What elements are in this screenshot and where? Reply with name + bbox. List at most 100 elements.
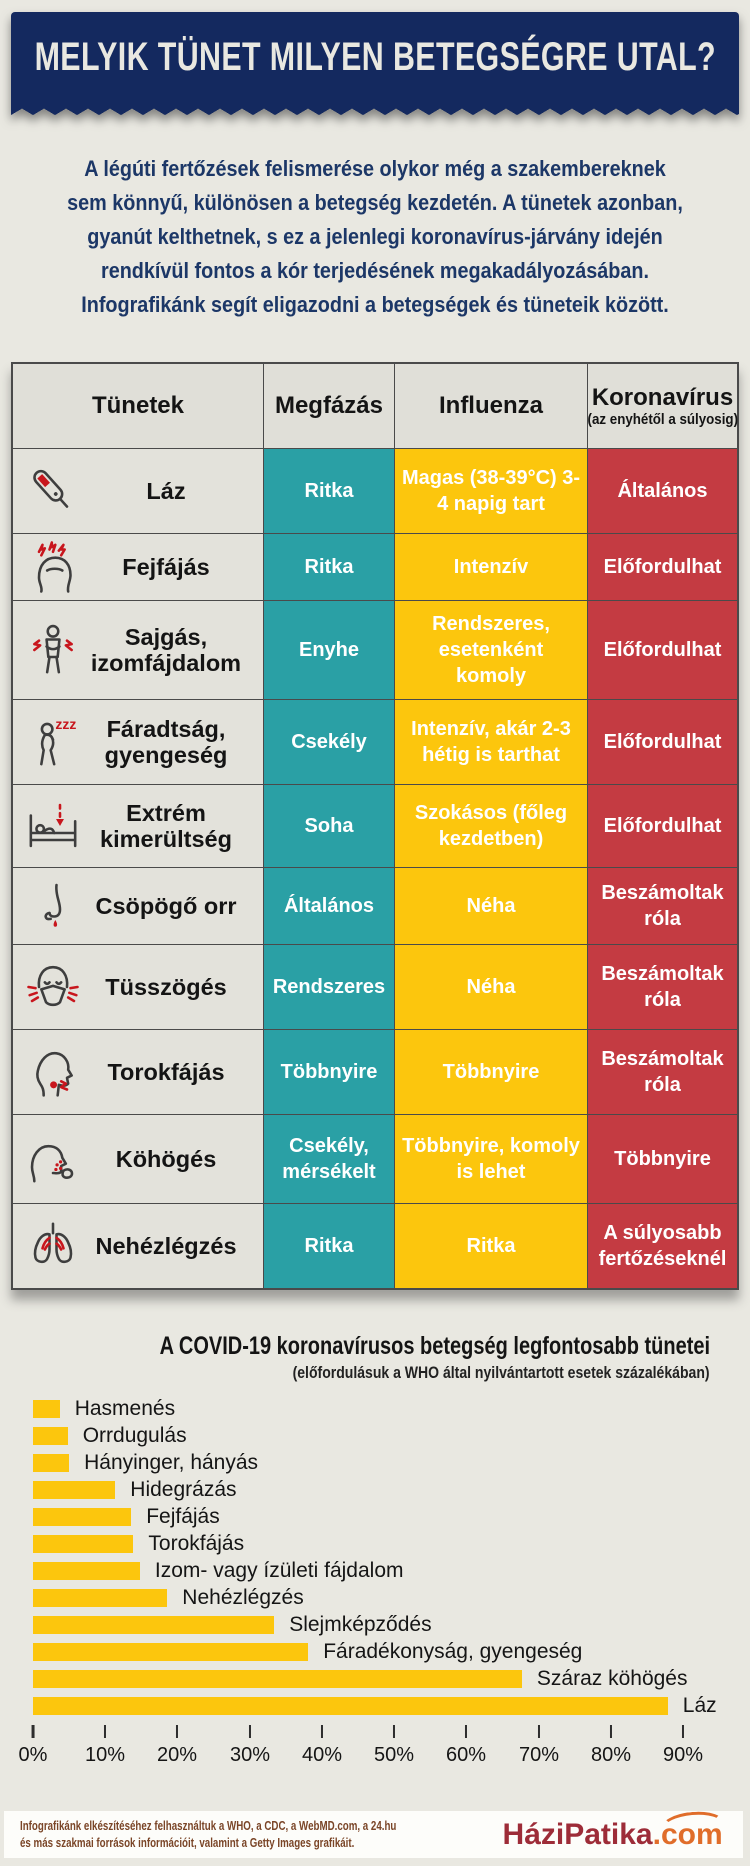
cough-icon xyxy=(25,1131,81,1187)
chart-bar-row: Hányinger, hányás xyxy=(33,1449,750,1476)
symptom-label: Fejfájás xyxy=(122,553,210,580)
cold-value: Soha xyxy=(264,785,394,867)
runny-nose-icon xyxy=(25,878,81,934)
axis-tick-label: 10% xyxy=(84,1744,126,1766)
cold-value: Általános xyxy=(264,868,394,944)
table-row: Torokfájás Többnyire Többnyire Beszámolt… xyxy=(13,1030,737,1114)
flu-value: Intenzív, akár 2-3 hétig is tarthat xyxy=(395,700,587,784)
flu-value: Néha xyxy=(395,945,587,1029)
table-row: Fejfájás Ritka Intenzív Előfordulhat xyxy=(13,534,737,600)
axis-tick xyxy=(681,1725,685,1738)
corona-value: Előfordulhat xyxy=(588,601,737,699)
flu-value: Magas (38-39°C) 3-4 napig tart xyxy=(395,449,587,533)
axis-tick-label: 80% xyxy=(590,1744,632,1766)
table-row: Nehézlégzés Ritka Ritka A súlyosabb fert… xyxy=(13,1204,737,1288)
cold-value: Ritka xyxy=(264,1204,394,1288)
sneezing-icon xyxy=(25,959,81,1015)
table-row: Tüsszögés Rendszeres Néha Beszámoltak ró… xyxy=(13,945,737,1029)
sore-throat-icon xyxy=(25,1044,81,1100)
headache-icon xyxy=(25,539,81,595)
intro-line: sem könnyű, különösen a betegség kezdeté… xyxy=(67,190,683,215)
muscle-pain-icon xyxy=(25,622,81,678)
cold-value: Csekély xyxy=(264,700,394,784)
axis-tick-label: 20% xyxy=(156,1744,198,1766)
flu-value: Rendszeres, esetenként komoly xyxy=(395,601,587,699)
axis-tick-label: 0% xyxy=(18,1744,48,1766)
cold-value: Enyhe xyxy=(264,601,394,699)
axis-tick xyxy=(175,1725,179,1738)
chart-bar-row: Nehézlégzés xyxy=(33,1584,750,1611)
symptom-label: Sajgás, izomfájdalom xyxy=(90,623,242,676)
corona-value: Előfordulhat xyxy=(588,534,737,600)
bar-label: Hányinger, hányás xyxy=(84,1450,259,1474)
svg-text:zzz: zzz xyxy=(55,716,76,732)
corona-value: Beszámoltak róla xyxy=(588,945,737,1029)
axis-tick-label: 70% xyxy=(518,1744,560,1766)
intro-line: A légúti fertőzések felismerése olykor m… xyxy=(84,156,666,181)
logo-suffix: .com xyxy=(652,1817,723,1851)
bar-label: Orrdugulás xyxy=(82,1423,187,1447)
hazipatika-logo[interactable]: HáziPatika.com xyxy=(503,1818,723,1852)
chart-bar-row: Torokfájás xyxy=(33,1530,750,1557)
bar-label: Száraz köhögés xyxy=(536,1666,688,1690)
corona-value: A súlyosabb fertőzéseknél xyxy=(588,1204,737,1288)
lungs-icon xyxy=(25,1218,81,1274)
bar xyxy=(33,1561,140,1580)
cold-value: Ritka xyxy=(264,534,394,600)
header-symptoms: Tünetek xyxy=(91,392,184,419)
axis-tick-label: 50% xyxy=(373,1744,415,1766)
symptom-label: Extrém kimerültség xyxy=(100,799,232,852)
bar xyxy=(33,1615,275,1634)
bed-rest-icon xyxy=(25,798,81,854)
bar xyxy=(33,1669,522,1688)
chart-bar-row: Hidegrázás xyxy=(33,1476,750,1503)
bar-label: Hasmenés xyxy=(74,1396,176,1420)
chart-bar-row: Orrdugulás xyxy=(33,1422,750,1449)
cold-value: Többnyire xyxy=(264,1030,394,1114)
chart-bars: Hasmenés Orrdugulás Hányinger, hányás Hi… xyxy=(33,1395,750,1719)
bar-label: Hidegrázás xyxy=(130,1477,237,1501)
chart-bar-row: Fejfájás xyxy=(33,1503,750,1530)
bar-label: Slejmképződés xyxy=(289,1612,432,1636)
flu-value: Többnyire xyxy=(395,1030,587,1114)
table-row: Láz Ritka Magas (38-39°C) 3-4 napig tart… xyxy=(13,449,737,533)
table-header-row: Tünetek Megfázás Influenza Koronavírus (… xyxy=(13,364,738,448)
bar xyxy=(33,1453,70,1472)
symptom-label: Fáradtság, gyengeség xyxy=(104,715,228,768)
fatigue-icon: zzz xyxy=(40,716,76,766)
flu-value: Intenzív xyxy=(395,534,587,600)
corona-value: Beszámoltak róla xyxy=(588,868,737,944)
flu-value: Szokásos (főleg kezdetben) xyxy=(395,785,587,867)
corona-value: Előfordulhat xyxy=(588,785,737,867)
axis-tick-label: 40% xyxy=(301,1744,343,1766)
chart-bar-row: Fáradékonyság, gyengeség xyxy=(33,1638,750,1665)
symptom-label: Tüsszögés xyxy=(105,973,227,1000)
table-row: Köhögés Csekély, mérsékelt Többnyire, ko… xyxy=(13,1115,737,1203)
flu-value: Ritka xyxy=(395,1204,587,1288)
flu-value: Néha xyxy=(395,868,587,944)
table-row: Extrém kimerültség Soha Szokásos (főleg … xyxy=(13,785,737,867)
header-corona: Koronavírus xyxy=(591,384,734,411)
symptom-comparison-table: Tünetek Megfázás Influenza Koronavírus (… xyxy=(11,362,739,1290)
axis-tick xyxy=(31,1725,35,1738)
corona-value: Többnyire xyxy=(588,1115,737,1203)
bar xyxy=(33,1480,116,1499)
intro-line: gyanút kelthetnek, s ez a jelenlegi koro… xyxy=(87,224,663,249)
header-flu: Influenza xyxy=(438,392,543,419)
bar xyxy=(33,1399,60,1418)
symptom-label: Torokfájás xyxy=(107,1058,225,1085)
symptom-label: Köhögés xyxy=(115,1145,217,1172)
axis-tick-label: 30% xyxy=(229,1744,271,1766)
cold-value: Ritka xyxy=(264,449,394,533)
chart-bar-row: Láz xyxy=(33,1692,750,1719)
chart-bar-row: Slejmképződés xyxy=(33,1611,750,1638)
chart-title: A COVID-19 koronavírusos betegség legfon… xyxy=(159,1332,710,1360)
banner-zigzag-edge xyxy=(11,102,739,115)
chart-x-axis: 0% 10% 20% 30% 40% 50% 60% 70% 80% 90% xyxy=(19,1719,703,1779)
cold-value: Rendszeres xyxy=(264,945,394,1029)
bar-label: Nehézlégzés xyxy=(182,1585,304,1609)
corona-value: Beszámoltak róla xyxy=(588,1030,737,1114)
chart-bar-row: Száraz köhögés xyxy=(33,1665,750,1692)
axis-tick xyxy=(392,1725,396,1738)
axis-tick xyxy=(320,1725,324,1738)
